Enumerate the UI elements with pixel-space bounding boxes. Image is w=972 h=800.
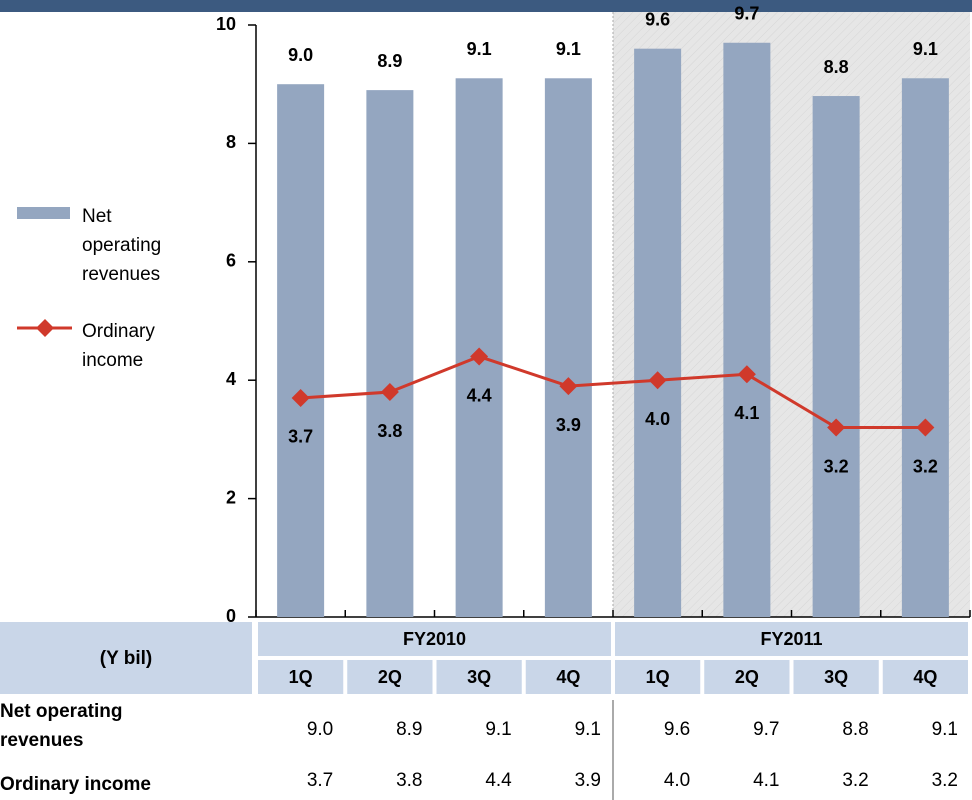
bar-value-label: 9.1 xyxy=(913,39,938,59)
group-label: FY2011 xyxy=(760,629,822,649)
table-value: 3.7 xyxy=(307,770,333,791)
bar xyxy=(544,78,592,617)
table-value: 8.8 xyxy=(842,719,868,740)
line-value-label: 4.1 xyxy=(734,403,759,423)
top-bar xyxy=(0,0,972,12)
y-tick-label: 0 xyxy=(226,606,236,626)
table-value: 9.1 xyxy=(485,719,511,740)
category-cell xyxy=(347,660,433,694)
marker xyxy=(737,365,756,384)
marker xyxy=(380,383,399,402)
bar xyxy=(723,42,771,617)
row-label: Ordinary income xyxy=(0,774,151,795)
line xyxy=(300,354,926,430)
line-value-label: 3.9 xyxy=(556,415,581,435)
category-label: 3Q xyxy=(824,667,848,687)
marker xyxy=(648,371,667,390)
bar xyxy=(366,90,414,618)
table-value: 3.2 xyxy=(842,770,868,791)
bar-value-label: 8.8 xyxy=(824,57,849,77)
line-value-label: 3.7 xyxy=(288,427,313,447)
bar-value-label: 9.1 xyxy=(467,39,492,59)
row-label: Net operating revenues xyxy=(0,701,123,751)
table-value: 9.0 xyxy=(307,719,333,740)
table-value: 9.6 xyxy=(664,719,690,740)
line-value-label: 4.0 xyxy=(645,409,670,429)
marker xyxy=(559,377,578,396)
category-label: 4Q xyxy=(913,667,937,687)
category-cell xyxy=(882,660,968,694)
category-label: 1Q xyxy=(289,667,313,687)
table-value: 9.1 xyxy=(932,719,958,740)
y-tick-label: 10 xyxy=(216,14,236,34)
line-value-label: 3.2 xyxy=(824,456,849,476)
legend-marker xyxy=(36,319,54,337)
bar-value-label: 9.6 xyxy=(645,9,670,29)
table-value: 9.7 xyxy=(753,719,779,740)
category-label: 3Q xyxy=(467,667,491,687)
y-tick-label: 6 xyxy=(226,251,236,271)
category-cell xyxy=(525,660,611,694)
y-tick-label: 2 xyxy=(226,487,236,507)
bar xyxy=(634,48,682,618)
table-unit: (Y bil) xyxy=(100,648,152,669)
table-value: 3.2 xyxy=(932,770,958,791)
category-label: 1Q xyxy=(646,667,670,687)
y-tick-label: 4 xyxy=(226,369,236,389)
group-label: FY2010 xyxy=(403,629,466,649)
bar-value-label: 9.7 xyxy=(734,4,759,24)
line-value-label: 3.8 xyxy=(377,421,402,441)
bar-value-label: 9.1 xyxy=(556,39,581,59)
category-cell xyxy=(615,660,701,694)
category-label: 2Q xyxy=(735,667,759,687)
legend-swatch xyxy=(17,207,70,219)
category-label: 2Q xyxy=(378,667,402,687)
marker xyxy=(291,388,310,407)
bar xyxy=(277,84,325,617)
table-value: 4.4 xyxy=(485,770,512,791)
legend-label: Ordinary income xyxy=(82,321,155,371)
y-tick-label: 8 xyxy=(226,132,236,152)
table-value: 8.9 xyxy=(396,719,422,740)
bar xyxy=(812,96,860,618)
group-cell xyxy=(258,622,611,656)
category-cell xyxy=(436,660,522,694)
bar-value-label: 8.9 xyxy=(377,51,402,71)
category-cell xyxy=(704,660,790,694)
bar xyxy=(901,78,949,617)
category-cell xyxy=(793,660,879,694)
group-cell xyxy=(615,622,968,656)
category-label: 4Q xyxy=(556,667,580,687)
table-value: 3.8 xyxy=(396,770,422,791)
marker xyxy=(470,347,489,366)
marker xyxy=(916,418,935,437)
table-value: 3.9 xyxy=(575,770,601,791)
table-value: 4.0 xyxy=(664,770,690,791)
table-value: 9.1 xyxy=(575,719,601,740)
legend-label: Net operating revenues xyxy=(82,206,162,285)
category-cell xyxy=(258,660,344,694)
bar-value-label: 9.0 xyxy=(288,45,313,65)
table-value: 4.1 xyxy=(753,770,779,791)
line-value-label: 3.2 xyxy=(913,456,938,476)
line-value-label: 4.4 xyxy=(467,385,492,405)
table-unit-cell xyxy=(0,622,252,694)
marker xyxy=(827,418,846,437)
